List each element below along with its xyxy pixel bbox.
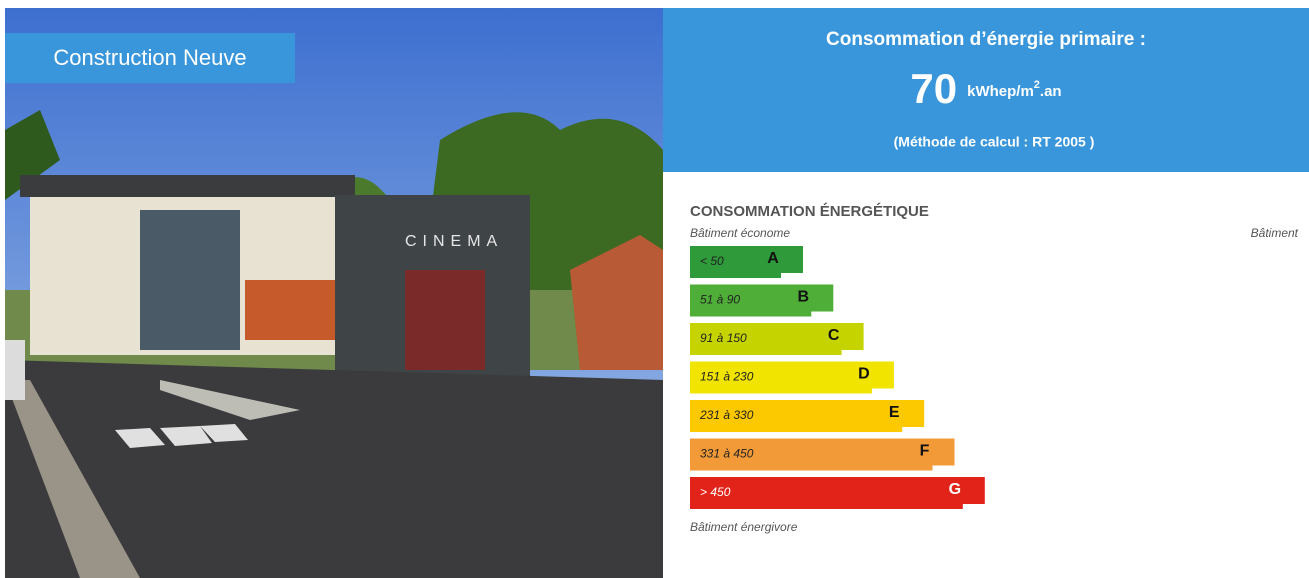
page: CINEMA Construction Neuve Consommation d… (0, 0, 1309, 578)
svg-text:CINEMA: CINEMA (405, 233, 503, 250)
label-top-left: Bâtiment économe (690, 226, 790, 240)
badge-text: Construction Neuve (53, 45, 246, 70)
class-range: 151 à 230 (700, 370, 754, 384)
unit: kWhep/m (967, 83, 1034, 100)
header-title: Consommation d’énergie primaire : (826, 29, 1146, 50)
class-bar-tip (690, 477, 985, 504)
class-letter: F (920, 443, 930, 460)
class-range: < 50 (700, 254, 724, 268)
unit-end: .an (1040, 83, 1062, 100)
class-letter: B (798, 289, 810, 306)
label-top-right: Bâtiment (1251, 226, 1299, 240)
class-letter: A (767, 250, 779, 267)
class-range: 51 à 90 (700, 293, 740, 307)
class-letter: E (889, 404, 900, 421)
class-letter: G (949, 481, 961, 498)
value: 70 (910, 65, 957, 112)
photo: CINEMA (5, 8, 663, 578)
class-range: 331 à 450 (700, 447, 754, 461)
label-title: CONSOMMATION ÉNERGÉTIQUE (690, 203, 929, 220)
class-letter: D (858, 366, 870, 383)
class-range: > 450 (700, 485, 731, 499)
class-letter: C (828, 327, 840, 344)
page-canvas: CINEMA Construction Neuve Consommation d… (0, 0, 1309, 578)
class-range: 91 à 150 (700, 331, 747, 345)
header-method: (Méthode de calcul : RT 2005 ) (894, 134, 1095, 150)
label-bottom: Bâtiment énergivore (690, 520, 798, 534)
class-range: 231 à 330 (699, 408, 754, 422)
